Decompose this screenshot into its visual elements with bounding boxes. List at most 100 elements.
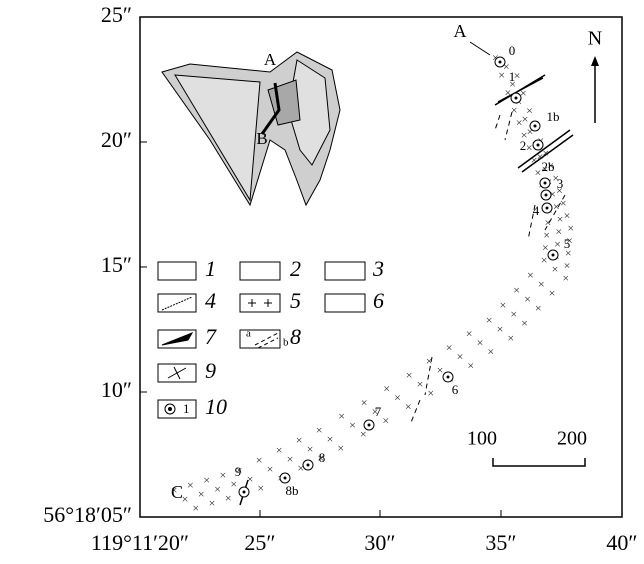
rock-symbol: × (467, 358, 474, 372)
section-line (469, 41, 491, 56)
legend-label: 1 (205, 256, 216, 281)
rock-symbol: × (549, 286, 556, 300)
rock-symbol: × (327, 432, 334, 446)
sample-point-center (533, 124, 537, 128)
legend-label: 4 (205, 288, 216, 313)
rock-symbol: × (307, 442, 314, 456)
legend-label: 2 (290, 256, 301, 281)
y-tick-label: 15″ (101, 252, 132, 277)
rock-symbol: × (457, 349, 464, 363)
rock-symbol: × (538, 277, 545, 291)
sample-point-center (446, 375, 450, 379)
point-label: 3 (557, 176, 564, 191)
x-tick-label: 119°11′20″ (91, 530, 189, 555)
sample-point-center (544, 193, 548, 197)
sample-point-center (498, 60, 502, 64)
rock-symbol: × (564, 208, 571, 222)
rock-symbol: × (220, 468, 227, 482)
rock-symbol: × (542, 240, 549, 254)
x-tick-label: 40″ (606, 530, 637, 555)
rock-symbol: × (382, 413, 389, 427)
rock-symbol: × (535, 301, 542, 315)
rock-symbol: × (526, 103, 533, 117)
inset-label: A (264, 50, 277, 69)
rock-symbol: × (521, 316, 528, 330)
rock-symbol: × (507, 331, 514, 345)
legend-samples (157, 261, 366, 419)
rock-symbol: × (338, 409, 345, 423)
rock-symbol: × (537, 133, 544, 147)
rock-symbol: × (497, 322, 504, 336)
rock-symbol: × (427, 386, 434, 400)
rock-symbol: × (513, 283, 520, 297)
x-tick-label: 35″ (485, 530, 516, 555)
sample-point-center (242, 490, 246, 494)
rock-symbol: × (509, 77, 516, 91)
rock-symbol: × (541, 253, 548, 267)
scale-bar (492, 458, 586, 467)
rock-symbol: × (498, 68, 505, 82)
rock-symbol: × (394, 391, 401, 405)
y-tick-label: 20″ (101, 127, 132, 152)
rock-symbol: × (500, 298, 507, 312)
point-label: 2 (520, 138, 527, 153)
rock-symbol: × (492, 50, 499, 64)
section-label: C (171, 482, 183, 502)
rock-symbol: × (566, 233, 573, 247)
rock-symbol: × (198, 487, 205, 501)
sample-point-center (551, 253, 555, 257)
section-label: A (454, 21, 467, 41)
rock-symbol: × (503, 59, 510, 73)
rock-symbol: × (542, 146, 549, 160)
inset (161, 51, 341, 207)
rock-symbol: × (567, 221, 574, 235)
rock-symbol: × (553, 199, 560, 213)
rock-symbol: × (486, 313, 493, 327)
y-tick-label: 10″ (101, 377, 132, 402)
rock-symbol: × (214, 482, 221, 496)
point-label: 1 (509, 69, 516, 84)
rock-symbol: × (547, 158, 554, 172)
rock-symbol: × (511, 103, 518, 117)
rock-symbol: × (521, 128, 528, 142)
rock-symbol: × (556, 183, 563, 197)
inset-label: B (256, 129, 267, 148)
rock-symbol: × (524, 292, 531, 306)
rock-symbol: × (192, 501, 199, 515)
rock-symbol: × (531, 153, 538, 167)
rock-symbol: × (297, 461, 304, 475)
x-tick-label: 30″ (364, 530, 395, 555)
scale-label: 200 (557, 428, 587, 450)
rock-symbol: × (360, 427, 367, 441)
rock-symbol: × (446, 340, 453, 354)
point-label: 7 (375, 404, 382, 419)
rock-symbol: × (543, 228, 550, 242)
rock-symbol: × (236, 463, 243, 477)
rock-symbol: × (526, 140, 533, 154)
rock-symbol: × (477, 336, 484, 350)
rock-symbol: × (487, 345, 494, 359)
x-tick-label: 25″ (244, 530, 275, 555)
rock-symbol: × (562, 271, 569, 285)
sample-point-center (367, 423, 371, 427)
rock-symbol: × (537, 149, 544, 163)
point-label: 8b (286, 483, 299, 498)
north-label: N (588, 28, 602, 50)
rock-symbol: × (209, 496, 216, 510)
rock-symbol: × (276, 443, 283, 457)
point-label: 2b (542, 159, 555, 174)
rock-symbol: × (557, 212, 564, 226)
rock-symbol: × (405, 400, 412, 414)
rock-symbol: × (505, 85, 512, 99)
rock-symbol: × (565, 246, 572, 260)
rock-symbol: × (417, 377, 424, 391)
rock-symbol: × (256, 453, 263, 467)
rock-symbol: × (383, 382, 390, 396)
rock-symbol: × (361, 395, 368, 409)
legend-label: 6 (373, 288, 384, 313)
rock-symbol: × (406, 368, 413, 382)
point-label: 4 (533, 203, 540, 218)
legend-label: 3 (372, 256, 384, 281)
rock-symbol: × (296, 433, 303, 447)
